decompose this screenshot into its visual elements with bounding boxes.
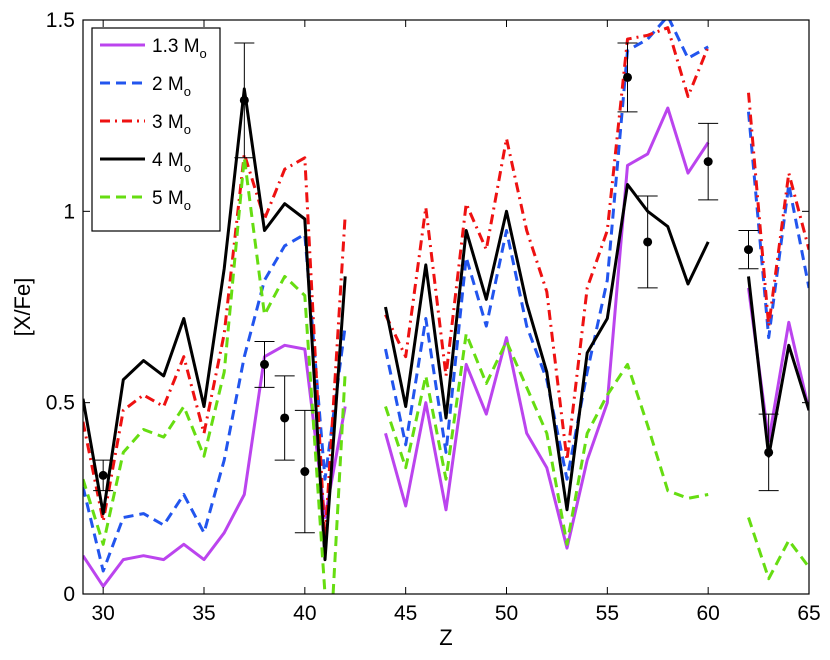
observation-marker (239, 95, 249, 105)
observation-point (234, 42, 255, 159)
observation-point (254, 340, 275, 388)
observation-marker (744, 245, 753, 255)
legend-entry: 1.3 Mo (100, 36, 207, 61)
series-1-line-segment-2 (384, 106, 710, 550)
series-5-line-segment-1 (83, 156, 327, 594)
x-axis-title: Z (439, 625, 452, 650)
y-tick-label: 0.5 (46, 392, 75, 415)
observation-marker (643, 237, 653, 247)
observation-point (698, 122, 719, 201)
series-4-line-segment-3 (747, 276, 809, 458)
observation-marker (280, 413, 290, 423)
y-tick-label: 1 (63, 200, 75, 223)
x-tick-label: 60 (696, 602, 719, 625)
observation-point (738, 229, 759, 270)
observation-marker (260, 359, 269, 369)
series-5-line-segment-2 (331, 372, 347, 594)
observation-marker (703, 157, 713, 167)
observation-point (294, 409, 315, 534)
series-4-line-segment-1 (83, 87, 347, 562)
x-tick-label: 40 (293, 602, 316, 625)
observation-marker (623, 72, 632, 82)
y-axis-title: [X/Fe] (10, 278, 35, 337)
x-tick-label: 35 (192, 602, 215, 625)
series-3-line-segment-1 (83, 152, 347, 542)
y-tick-label: 1.5 (46, 9, 75, 32)
ticks-layer: 30 35 40 45 50 55 60 65 0 0.5 1 1.5 (46, 9, 821, 625)
x-tick-label: 45 (394, 602, 417, 625)
series-5-line-segment-3 (384, 332, 709, 546)
observations-layer (93, 42, 779, 534)
legend-box (91, 27, 221, 232)
x-tick-label: 65 (797, 602, 820, 625)
series-3-line-segment-3 (747, 92, 809, 328)
x-tick-label: 50 (495, 602, 518, 625)
series-2-line-segment-1 (83, 232, 347, 573)
observation-marker (764, 447, 774, 457)
observation-marker (98, 470, 108, 480)
series-1-line-segment-1 (83, 343, 347, 588)
legend: 1.3 Mo2 Mo3 Mo4 Mo5 Mo (91, 27, 221, 232)
x-tick-label: 30 (91, 602, 114, 625)
observation-point (758, 413, 779, 492)
plot-frame (82, 19, 810, 595)
observation-marker (300, 467, 310, 477)
y-tick-label: 0 (63, 583, 75, 606)
series-3-line-segment-2 (384, 26, 710, 462)
legend-label: 1.3 Mo (152, 36, 207, 61)
series-5-line-segment-4 (747, 517, 809, 581)
x-tick-label: 55 (596, 602, 619, 625)
observation-point (637, 195, 658, 289)
observation-point (274, 375, 295, 461)
series-4-line-segment-2 (384, 183, 710, 512)
observation-point (617, 42, 638, 113)
series-layer (83, 20, 809, 594)
series-2-line-segment-3 (747, 111, 809, 340)
observation-point (93, 459, 114, 492)
